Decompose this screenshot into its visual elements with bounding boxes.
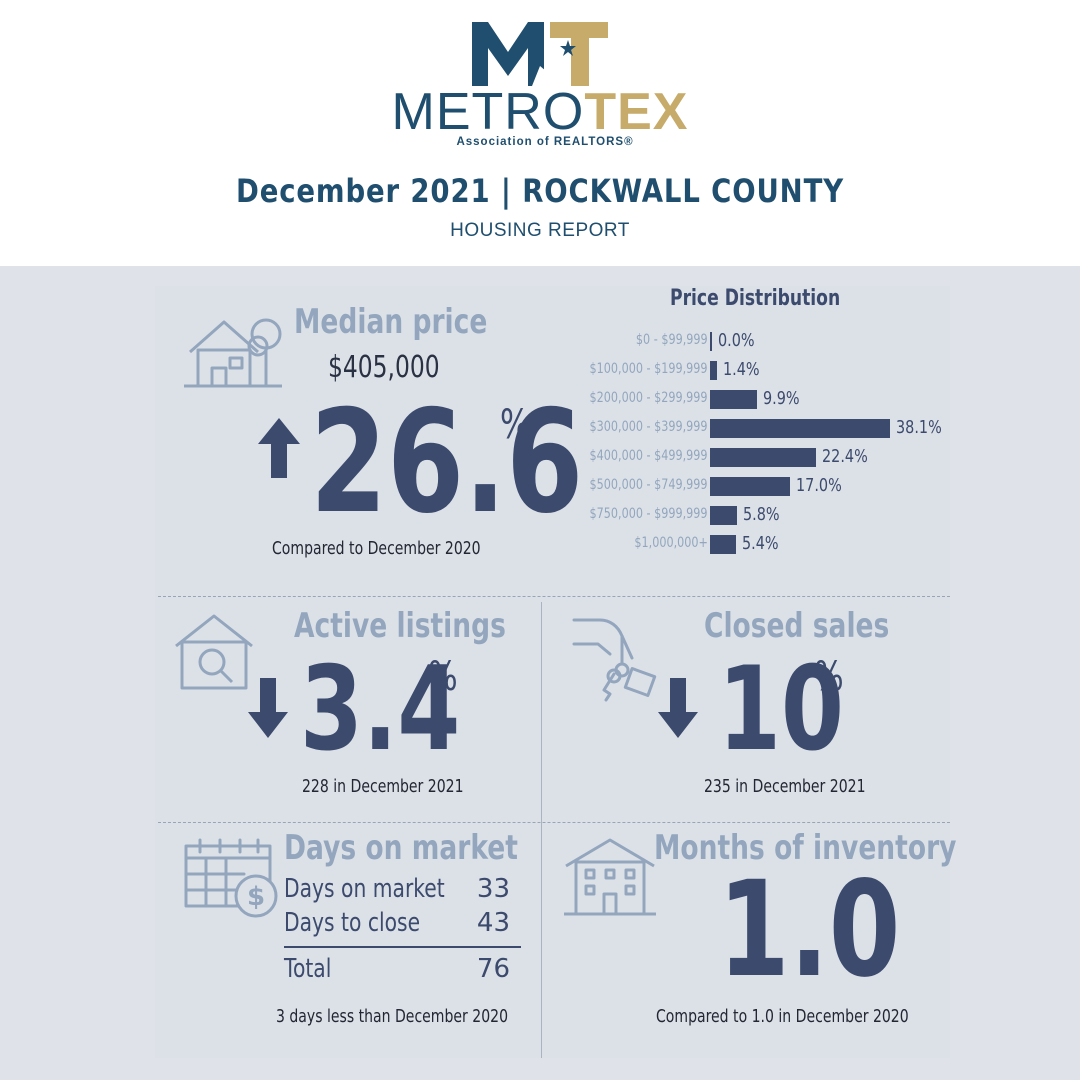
price-distribution-row: $0 - $99,999 0.0% <box>540 330 950 352</box>
price-distribution-category-label: $200,000 - $299,999 <box>589 390 708 406</box>
arrow-down-icon <box>248 678 288 738</box>
closed-sales-label: Closed sales <box>704 606 890 646</box>
price-distribution-value-label: 38.1% <box>896 417 942 438</box>
active-listings-change: 3.4 <box>300 642 461 777</box>
price-distribution-value-label: 22.4% <box>821 446 868 467</box>
price-distribution-row: $500,000 - $749,999 17.0% <box>540 475 950 497</box>
median-price-change-unit: % <box>500 402 530 448</box>
logo-word-tex: TEX <box>584 83 689 141</box>
price-distribution-bar <box>710 535 736 554</box>
days-row-label: Days on market <box>284 874 445 904</box>
price-distribution-bar <box>710 477 791 496</box>
calendar-dollar-icon: $ <box>184 838 278 918</box>
months-inventory-value: 1.0 <box>718 853 901 1007</box>
price-distribution-category-label: $1,000,000+ <box>634 535 708 551</box>
report-title: December 2021 | ROCKWALL COUNTY <box>236 172 844 210</box>
price-distribution-bar <box>710 448 816 467</box>
price-distribution-bar <box>710 390 757 409</box>
house-magnifier-icon <box>175 614 253 690</box>
price-distribution-value-label: 5.4% <box>741 533 779 554</box>
days-total-rule <box>284 946 521 948</box>
price-distribution-value-label: 17.0% <box>796 475 843 496</box>
price-distribution-value-label: 5.8% <box>743 504 780 525</box>
price-distribution-bar <box>710 332 712 351</box>
stats-card <box>155 286 950 1058</box>
median-price-caption: Compared to December 2020 <box>272 538 481 559</box>
price-distribution-bar <box>710 506 738 525</box>
days-row-total: Total 76 <box>284 954 510 988</box>
hand-keys-icon <box>572 618 657 702</box>
price-distribution-category-label: $0 - $99,999 <box>636 332 708 348</box>
price-distribution-category-label: $750,000 - $999,999 <box>589 506 708 522</box>
logo-wordmark: METROTEX <box>0 84 1080 140</box>
divider-vertical <box>541 602 542 1058</box>
price-distribution-row: $200,000 - $299,999 9.9% <box>540 388 950 410</box>
price-distribution-category-label: $300,000 - $399,999 <box>589 419 708 435</box>
house-tree-icon <box>184 318 282 388</box>
svg-text:$: $ <box>247 882 265 912</box>
price-distribution-row: $1,000,000+ 5.4% <box>540 533 950 555</box>
days-row-close: Days to close 43 <box>284 908 510 942</box>
metrotex-logo-mark <box>472 22 608 86</box>
closed-sales-change: 10 <box>718 642 844 777</box>
report-header: METROTEX Association of REALTORS® Decemb… <box>0 0 1080 266</box>
price-distribution-category-label: $400,000 - $499,999 <box>589 448 708 464</box>
logo-word-metro: METRO <box>391 83 585 141</box>
months-inventory-caption: Compared to 1.0 in December 2020 <box>656 1006 909 1027</box>
price-distribution-row: $400,000 - $499,999 22.4% <box>540 446 950 468</box>
price-distribution-value-label: 0.0% <box>718 330 755 351</box>
price-distribution-value-label: 9.9% <box>762 388 800 409</box>
apartment-building-icon <box>564 838 656 916</box>
median-price-change: 26.6 <box>310 380 584 545</box>
median-price-value: $405,000 <box>328 350 440 385</box>
price-distribution-bar <box>710 419 890 438</box>
months-inventory-label: Months of inventory <box>654 828 957 868</box>
price-distribution-value-label: 1.4% <box>722 359 760 380</box>
days-on-market-caption: 3 days less than December 2020 <box>276 1006 509 1027</box>
price-distribution-bar <box>710 361 717 380</box>
price-distribution-row: $750,000 - $999,999 5.8% <box>540 504 950 526</box>
closed-sales-change-unit: % <box>814 654 844 700</box>
active-listings-label: Active listings <box>294 606 506 646</box>
days-row-value: 43 <box>476 908 510 938</box>
median-price-label: Median price <box>294 302 488 342</box>
price-distribution-title: Price Distribution <box>669 286 841 311</box>
divider-horizontal-top <box>158 596 950 597</box>
active-listings-change-unit: % <box>428 654 458 700</box>
logo-subtitle: Association of REALTORS® <box>456 136 634 148</box>
days-total-value: 76 <box>476 954 510 984</box>
arrow-up-icon <box>258 418 300 478</box>
price-distribution-row: $300,000 - $399,999 38.1% <box>540 417 950 439</box>
days-on-market-label: Days on market <box>284 828 518 868</box>
days-row-market: Days on market 33 <box>284 874 510 908</box>
report-subtitle: HOUSING REPORT <box>450 220 630 241</box>
closed-sales-caption: 235 in December 2021 <box>704 776 866 797</box>
days-total-label: Total <box>284 954 332 984</box>
days-row-label: Days to close <box>284 908 421 938</box>
price-distribution-category-label: $500,000 - $749,999 <box>589 477 708 493</box>
active-listings-caption: 228 in December 2021 <box>302 776 464 797</box>
price-distribution-row: $100,000 - $199,999 1.4% <box>540 359 950 381</box>
arrow-down-icon <box>658 678 698 738</box>
days-row-value: 33 <box>476 874 510 904</box>
divider-horizontal-bottom <box>158 822 950 823</box>
price-distribution-category-label: $100,000 - $199,999 <box>589 361 708 377</box>
